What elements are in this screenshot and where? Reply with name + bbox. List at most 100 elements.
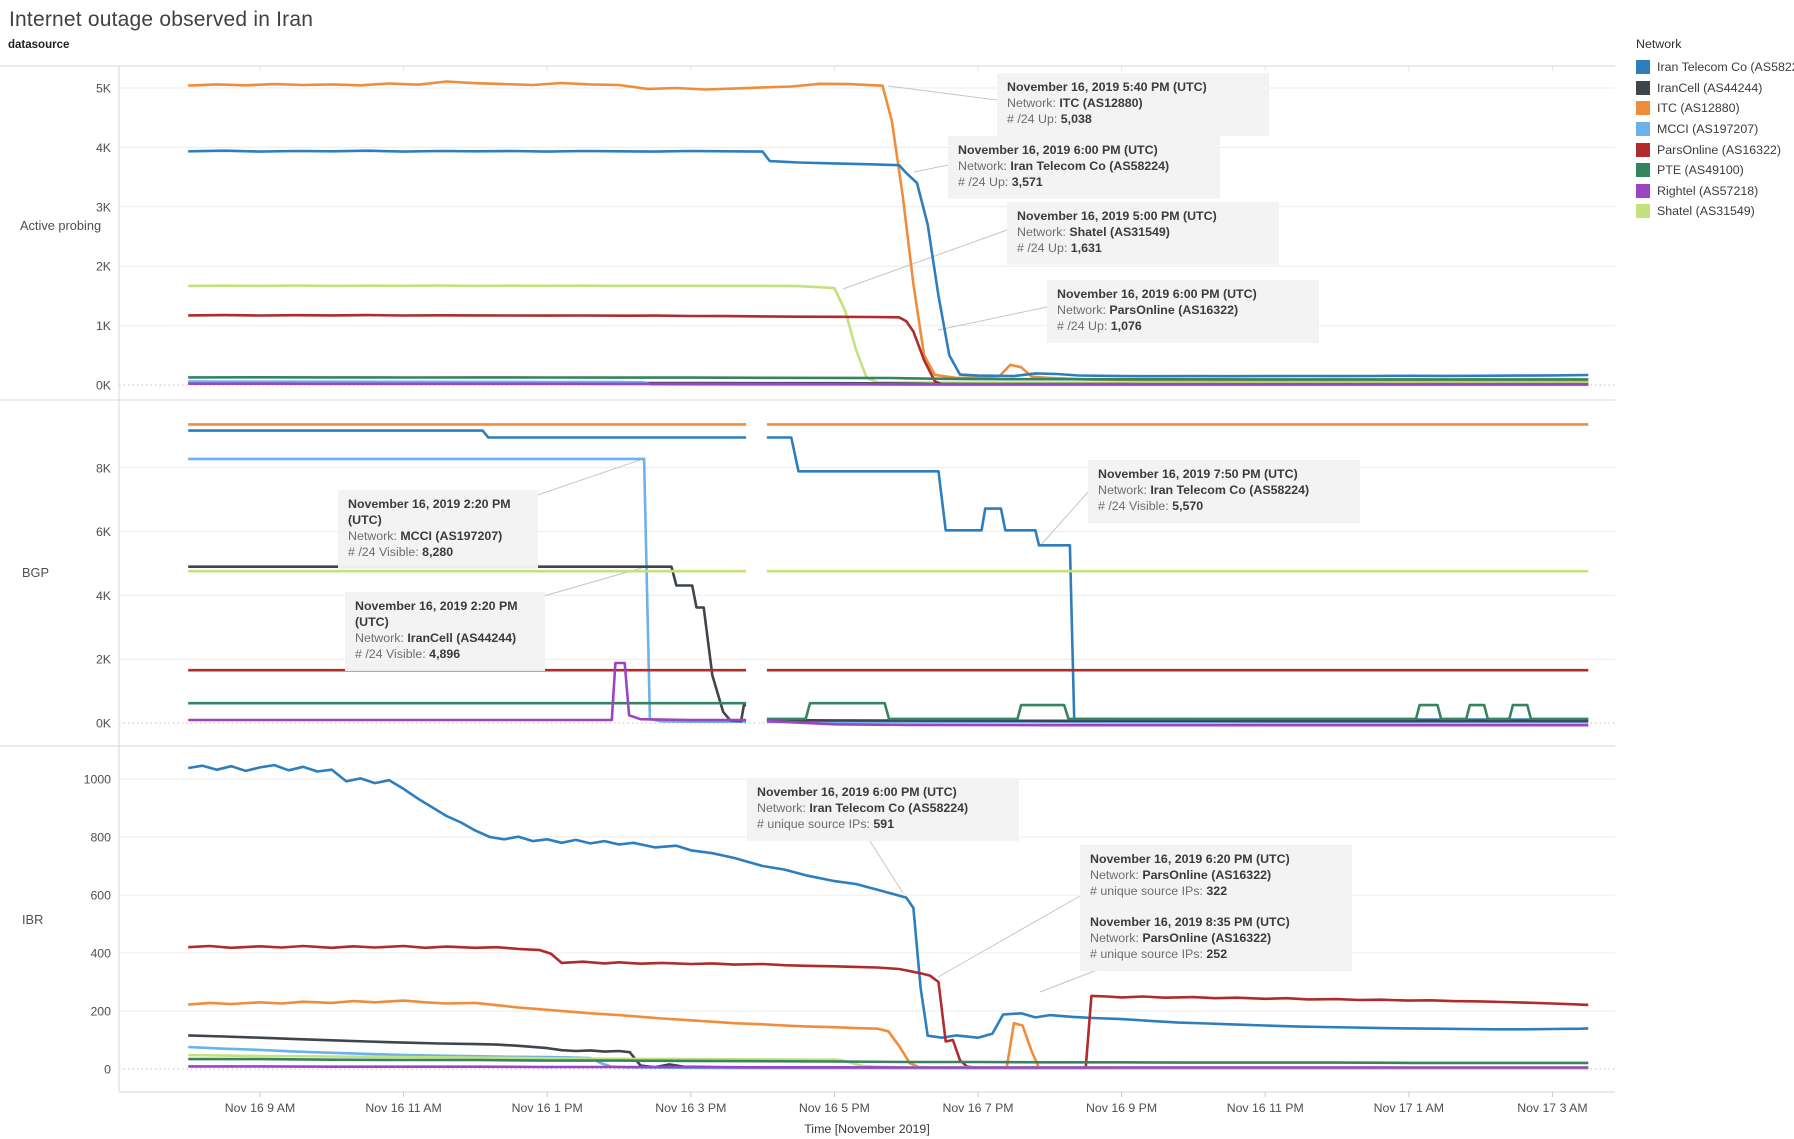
x-tick-label: Nov 16 11 PM: [1227, 1101, 1304, 1115]
y-tick-label: 4K: [96, 589, 112, 603]
annotation-leader-line: [867, 837, 904, 894]
y-tick-label: 600: [90, 889, 111, 903]
legend-item[interactable]: IranCell (AS44244): [1636, 78, 1794, 99]
annotation-date: November 16, 2019 2:20 PM (UTC): [348, 497, 511, 527]
legend-swatch: [1636, 101, 1650, 116]
gridlines-layer: [119, 87, 1615, 1070]
series-line-parsonline-as16322: [188, 944, 1589, 1070]
y-tick-label: 5K: [96, 82, 112, 96]
legend-item[interactable]: Iran Telecom Co (AS58224): [1636, 57, 1794, 78]
y-tick-label: 0: [104, 1063, 111, 1077]
series-line-itc-as12880: [188, 80, 1589, 382]
legend-swatch: [1636, 163, 1650, 178]
y-tick-label: 8K: [96, 461, 112, 475]
annotation-callout: November 16, 2019 7:50 PM (UTC) Network: …: [1088, 460, 1360, 523]
series-line-rightel-as57218: [188, 661, 747, 722]
x-tick-label: Nov 16 5 PM: [799, 1101, 870, 1115]
series-line-iran-telecom-co-as58224: [187, 763, 1589, 1039]
y-tick-label: 2K: [96, 653, 112, 667]
x-tick-label: Nov 16 3 PM: [655, 1101, 726, 1115]
annotation-date: November 16, 2019 5:40 PM (UTC): [1007, 80, 1207, 94]
panel-label-ibr: IBR: [22, 912, 44, 927]
legend-items: Iran Telecom Co (AS58224) IranCell (AS442…: [1636, 57, 1794, 222]
y-tick-label: 2K: [96, 260, 112, 274]
annotation-callout: November 16, 2019 8:35 PM (UTC) Network: …: [1080, 908, 1352, 971]
legend-swatch: [1636, 204, 1650, 219]
y-tick-label: 1000: [84, 773, 112, 787]
panel-label-bgp: BGP: [22, 565, 50, 580]
legend-item[interactable]: MCCI (AS197207): [1636, 119, 1794, 140]
annotation-leader-line: [1039, 491, 1089, 547]
x-axis-title: Time [November 2019]: [804, 1122, 930, 1136]
annotation-date: November 16, 2019 2:20 PM (UTC): [355, 599, 518, 629]
panel-label-active-probing: Active probing: [20, 218, 102, 233]
annotation-network: Network: ParsOnline (AS16322): [1090, 930, 1272, 945]
x-tick-label: Nov 17 1 AM: [1374, 1101, 1444, 1115]
series-line-irancell-as44244: [766, 718, 1589, 723]
legend-item[interactable]: ITC (AS12880): [1636, 98, 1794, 119]
annotation-leader-line: [887, 85, 998, 101]
y-tick-label: 6K: [96, 525, 112, 539]
series-layer: [187, 80, 1589, 1070]
series-line-pte-as49100: [188, 1057, 1589, 1065]
annotation-network: Network: Shatel (AS31549): [1017, 224, 1170, 239]
series-line-iran-telecom-co-as58224: [188, 429, 747, 439]
annotation-network: Network: MCCI (AS197207): [348, 528, 503, 543]
legend-item[interactable]: PTE (AS49100): [1636, 160, 1794, 181]
annotation-leader-line: [937, 306, 1048, 331]
annotation-callout: November 16, 2019 2:20 PM (UTC) Network: …: [345, 592, 545, 671]
legend-item[interactable]: ParsOnline (AS16322): [1636, 139, 1794, 160]
annotation-metric: # unique source IPs: 252: [1090, 946, 1228, 961]
legend-label: PTE (AS49100): [1657, 163, 1744, 178]
annotation-leader-line: [842, 229, 1008, 290]
x-tick-label: Nov 16 9 AM: [225, 1101, 295, 1115]
y-tick-label: 0K: [96, 379, 112, 393]
annotation-date: November 16, 2019 6:20 PM (UTC): [1090, 852, 1290, 866]
x-tick-label: Nov 16 1 PM: [512, 1101, 583, 1115]
legend-label: Iran Telecom Co (AS58224): [1657, 60, 1794, 75]
x-tick-label: Nov 17 3 AM: [1517, 1101, 1587, 1115]
annotation-metric: # /24 Up: 3,571: [958, 174, 1043, 189]
legend-label: IranCell (AS44244): [1657, 80, 1763, 95]
page-title: Internet outage observed in Iran: [9, 8, 314, 31]
series-line-iran-telecom-co-as58224: [188, 149, 1589, 378]
legend-swatch: [1636, 142, 1650, 157]
series-line-pte-as49100: [188, 376, 1589, 381]
annotation-metric: # unique source IPs: 591: [757, 816, 895, 831]
legend-item[interactable]: Shatel (AS31549): [1636, 201, 1794, 222]
annotation-metric: # /24 Up: 5,038: [1007, 111, 1092, 126]
series-line-pte-as49100: [766, 701, 1589, 721]
annotation-callout: November 16, 2019 6:00 PM (UTC) Network: …: [747, 778, 1019, 841]
y-tick-label: 200: [90, 1005, 111, 1019]
y-tick-label: 400: [90, 947, 111, 961]
annotation-network: Network: ParsOnline (AS16322): [1090, 867, 1272, 882]
annotation-date: November 16, 2019 6:00 PM (UTC): [958, 143, 1158, 157]
annotation-metric: # /24 Up: 1,631: [1017, 240, 1102, 255]
annotation-callout: November 16, 2019 6:00 PM (UTC) Network: …: [948, 136, 1220, 199]
x-tick-label: Nov 16 7 PM: [942, 1101, 1013, 1115]
legend-label: MCCI (AS197207): [1657, 122, 1759, 137]
annotation-metric: # /24 Visible: 4,896: [355, 646, 461, 661]
legend-swatch: [1636, 60, 1650, 75]
leader-lines-layer: [522, 85, 1111, 993]
y-tick-label: 4K: [96, 141, 112, 155]
series-line-mcci-as197207: [188, 457, 747, 723]
series-line-rightel-as57218: [766, 719, 1589, 727]
annotation-date: November 16, 2019 6:00 PM (UTC): [1057, 287, 1257, 301]
x-tick-label: Nov 16 11 AM: [365, 1101, 441, 1115]
annotation-network: Network: ParsOnline (AS16322): [1057, 302, 1239, 317]
annotation-metric: # /24 Up: 1,076: [1057, 318, 1142, 333]
annotation-callout: November 16, 2019 5:40 PM (UTC) Network: …: [997, 73, 1269, 136]
legend-swatch: [1636, 183, 1650, 198]
legend-item[interactable]: Rightel (AS57218): [1636, 181, 1794, 202]
annotation-date: November 16, 2019 7:50 PM (UTC): [1098, 467, 1298, 481]
legend-label: Shatel (AS31549): [1657, 204, 1755, 219]
y-tick-label: 0K: [96, 717, 112, 731]
annotation-callout: November 16, 2019 2:20 PM (UTC) Network: …: [338, 490, 538, 569]
series-line-shatel-as31549: [188, 284, 1589, 384]
annotation-leader-line: [937, 895, 1081, 978]
y-tick-label: 800: [90, 831, 111, 845]
annotation-network: Network: IranCell (AS44244): [355, 630, 517, 645]
legend-label: ParsOnline (AS16322): [1657, 142, 1781, 157]
annotation-network: Network: ITC (AS12880): [1007, 95, 1143, 110]
